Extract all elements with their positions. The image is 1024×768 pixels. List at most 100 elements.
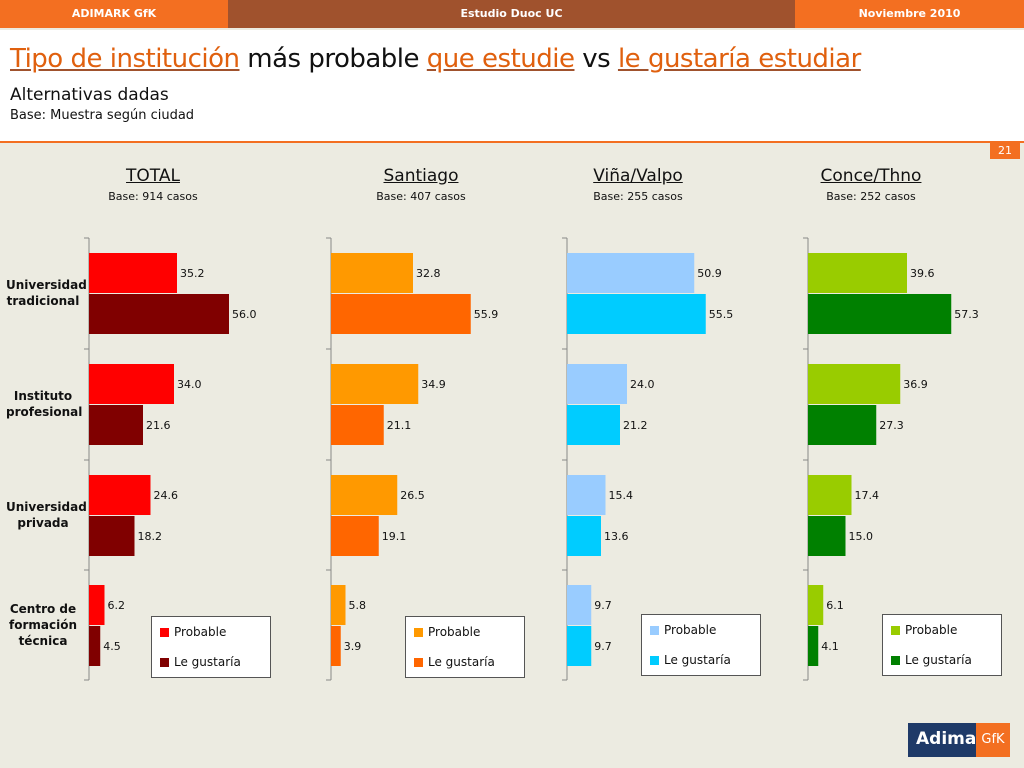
panel-title: Viña/Valpo [593, 166, 683, 186]
bar [89, 585, 105, 625]
bar [567, 626, 592, 666]
base-note: Base: Muestra según ciudad [10, 108, 195, 123]
bar [331, 475, 398, 515]
title-highlight-3: le gustaría estudiar [617, 44, 861, 74]
title-highlight-2: que estudie [426, 44, 575, 74]
bar [567, 475, 606, 515]
bar-value-label: 21.6 [146, 419, 171, 432]
bar-value-label: 18.2 [138, 530, 163, 543]
bar-value-label: 24.0 [630, 378, 655, 391]
bar-value-label: 27.3 [879, 419, 904, 432]
bar-value-label: 15.4 [609, 489, 634, 502]
panel-title: TOTAL [126, 166, 180, 186]
slide-header: Tipo de institución más probable que est… [0, 30, 1024, 143]
legend-label: Probable [428, 625, 481, 639]
legend-swatch [160, 628, 169, 637]
bar-value-label: 9.7 [594, 640, 612, 653]
bar-value-label: 15.0 [849, 530, 874, 543]
bar-value-label: 34.9 [421, 378, 446, 391]
bar [331, 253, 413, 293]
panel-base: Base: 407 casos [376, 190, 466, 203]
bar-value-label: 50.9 [697, 267, 722, 280]
category-label: Centro de formación técnica [6, 601, 80, 649]
legend: Probable Le gustaría [405, 616, 525, 678]
panel-title: Santiago [383, 166, 459, 186]
bar-value-label: 21.2 [623, 419, 648, 432]
bar [567, 294, 706, 334]
bar [89, 253, 177, 293]
legend-label: Le gustaría [664, 653, 731, 667]
legend-swatch [891, 656, 900, 665]
legend-swatch [650, 656, 659, 665]
panel-base: Base: 914 casos [108, 190, 198, 203]
bar-value-label: 26.5 [400, 489, 425, 502]
bar [808, 253, 907, 293]
bar [331, 585, 346, 625]
bar-value-label: 36.9 [903, 378, 928, 391]
category-label-line: Universidad [6, 500, 87, 514]
bar-value-label: 34.0 [177, 378, 202, 391]
bar-value-label: 35.2 [180, 267, 205, 280]
bar-value-label: 55.9 [474, 308, 499, 321]
bar-value-label: 5.8 [349, 599, 367, 612]
legend: Probable Le gustaría [882, 614, 1002, 676]
legend-swatch [414, 628, 423, 637]
page-number: 21 [990, 143, 1020, 159]
category-label-line: Instituto [13, 389, 73, 403]
category-label-line: profesional [6, 405, 83, 419]
bar-value-label: 55.5 [709, 308, 734, 321]
category-label-line: formación [9, 618, 77, 632]
bar-value-label: 4.5 [103, 640, 121, 653]
title-text-2: vs [574, 44, 618, 74]
legend-label: Probable [174, 625, 227, 639]
bar-value-label: 13.6 [604, 530, 629, 543]
legend-swatch [414, 658, 423, 667]
bar [808, 516, 846, 556]
category-label: Universidad privada [6, 499, 87, 531]
bar [567, 585, 592, 625]
bar-value-label: 6.2 [108, 599, 126, 612]
legend-label: Probable [664, 623, 717, 637]
category-label-line: Universidad [6, 278, 87, 292]
bar-value-label: 21.1 [387, 419, 412, 432]
category-label: Instituto profesional [6, 388, 83, 420]
header-brand: ADIMARK GfK [0, 0, 228, 28]
bar [89, 364, 174, 404]
bar-value-label: 19.1 [382, 530, 407, 543]
legend-label: Le gustaría [174, 655, 241, 669]
bar [567, 364, 627, 404]
bar [331, 405, 384, 445]
bar [89, 294, 229, 334]
bar [89, 626, 101, 666]
bar [89, 516, 135, 556]
header-study: Estudio Duoc UC [230, 0, 793, 28]
bar-value-label: 17.4 [855, 489, 880, 502]
bar-value-label: 3.9 [344, 640, 362, 653]
logo-gfk: GfK [976, 723, 1010, 757]
legend-swatch [650, 626, 659, 635]
panel-title: Conce/Thno [820, 166, 922, 186]
bar [331, 364, 419, 404]
bar [89, 475, 151, 515]
panel-base: Base: 252 casos [826, 190, 916, 203]
bar [89, 405, 143, 445]
bar [567, 405, 620, 445]
category-label: Universidad tradicional [6, 277, 87, 309]
bar [331, 626, 341, 666]
legend-swatch [160, 658, 169, 667]
bar-value-label: 57.3 [954, 308, 979, 321]
adimark-logo: Adimark GfK [908, 723, 1010, 757]
bar [808, 585, 824, 625]
category-label-line: técnica [18, 634, 68, 648]
bar-value-label: 4.1 [821, 640, 839, 653]
bar-value-label: 32.8 [416, 267, 441, 280]
title-highlight-1: Tipo de institución [10, 44, 240, 74]
bar [567, 253, 695, 293]
legend-label: Le gustaría [428, 655, 495, 669]
legend: Probable Le gustaría [151, 616, 271, 678]
bar-value-label: 6.1 [826, 599, 844, 612]
bar [808, 294, 952, 334]
bar [808, 626, 819, 666]
category-label-line: tradicional [6, 294, 80, 308]
